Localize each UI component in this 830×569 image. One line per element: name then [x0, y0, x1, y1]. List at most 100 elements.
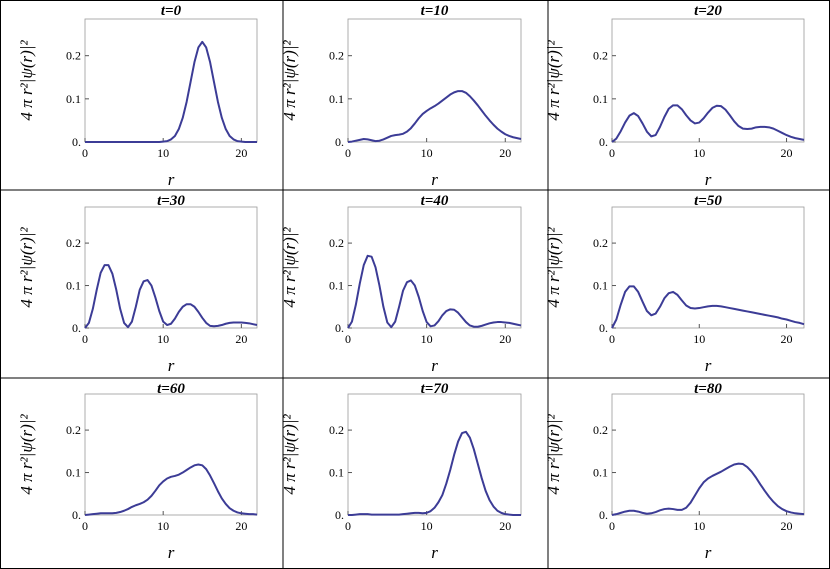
y-tick-label: 0.1 [66, 92, 81, 106]
plot-frame [84, 18, 258, 143]
y-tick-label: 0.1 [66, 279, 81, 293]
data-line [84, 463, 258, 516]
y-axis-label: 4 π r²|ψ(r)|² [544, 227, 563, 308]
x-tick-label: 20 [235, 519, 247, 533]
data-line [347, 90, 522, 143]
plot-frame [84, 206, 258, 329]
x-tick-label: 10 [157, 519, 169, 533]
y-tick-label: 0.2 [66, 423, 81, 437]
y-axis-label: 4 π r²|ψ(r)|² [280, 227, 299, 308]
y-tick-label: 0.2 [593, 423, 608, 437]
x-tick-label: 0 [609, 519, 615, 533]
x-tick-label: 10 [421, 519, 433, 533]
y-tick-label: 0. [72, 508, 81, 522]
chart-title: t=10 [421, 3, 449, 19]
y-tick-label: 0. [335, 135, 344, 149]
chart-title: t=70 [421, 381, 449, 397]
y-tick-label: 0.1 [329, 466, 344, 480]
y-tick-label: 0.1 [593, 279, 608, 293]
x-tick-label: 0 [345, 146, 351, 160]
x-tick-label: 0 [82, 146, 88, 160]
x-tick-label: 0 [345, 519, 351, 533]
y-tick-label: 0.1 [329, 279, 344, 293]
data-line [347, 254, 522, 329]
y-tick-label: 0.1 [593, 92, 608, 106]
y-tick-label: 0.1 [329, 92, 344, 106]
y-tick-label: 0.2 [593, 236, 608, 250]
plot-frame [611, 18, 805, 143]
x-axis-label: r [431, 170, 438, 189]
x-tick-label: 0 [82, 332, 88, 346]
x-tick-label: 20 [499, 519, 511, 533]
data-line [348, 430, 521, 516]
x-tick-label: 0 [345, 332, 351, 346]
plot-frame [84, 393, 258, 516]
x-tick-label: 10 [693, 146, 705, 160]
chart-title: t=40 [421, 193, 449, 209]
x-axis-label: r [431, 543, 438, 562]
y-tick-label: 0. [599, 508, 608, 522]
y-axis-label: 4 π r²|ψ(r)|² [17, 40, 36, 121]
y-tick-label: 0.1 [593, 466, 608, 480]
y-tick-label: 0.2 [329, 236, 344, 250]
x-tick-label: 10 [157, 146, 169, 160]
chart-title: t=80 [694, 381, 722, 397]
x-tick-label: 10 [693, 519, 705, 533]
x-tick-label: 20 [235, 146, 247, 160]
x-tick-label: 20 [781, 519, 793, 533]
x-axis-label: r [705, 356, 712, 375]
y-tick-label: 0. [72, 135, 81, 149]
data-line [611, 285, 805, 329]
data-line [611, 104, 805, 143]
x-tick-label: 20 [781, 146, 793, 160]
y-tick-label: 0. [599, 135, 608, 149]
x-tick-label: 10 [421, 332, 433, 346]
x-tick-label: 10 [693, 332, 705, 346]
chart-title: t=30 [157, 193, 185, 209]
plot-frame [347, 206, 522, 329]
data-line [84, 264, 258, 329]
y-tick-label: 0. [335, 321, 344, 335]
y-tick-label: 0. [72, 321, 81, 335]
plot-frame [611, 206, 805, 329]
x-tick-label: 20 [781, 332, 793, 346]
y-tick-label: 0.2 [593, 49, 608, 63]
data-line [611, 462, 805, 516]
y-axis-label: 4 π r²|ψ(r)|² [544, 414, 563, 495]
x-axis-label: r [168, 170, 175, 189]
y-tick-label: 0.2 [66, 49, 81, 63]
plot-frame [347, 393, 522, 516]
y-tick-label: 0.2 [329, 49, 344, 63]
x-tick-label: 0 [82, 519, 88, 533]
y-axis-label: 4 π r²|ψ(r)|² [17, 227, 36, 308]
plot-frame [347, 18, 522, 143]
x-axis-label: r [705, 170, 712, 189]
y-tick-label: 0.2 [329, 423, 344, 437]
plot-frame [611, 393, 805, 516]
x-tick-label: 10 [157, 332, 169, 346]
x-axis-label: r [705, 543, 712, 562]
chart-title: t=50 [694, 193, 722, 209]
x-tick-label: 10 [421, 146, 433, 160]
y-axis-label: 4 π r²|ψ(r)|² [544, 40, 563, 121]
y-axis-label: 4 π r²|ψ(r)|² [280, 40, 299, 121]
x-tick-label: 20 [235, 332, 247, 346]
x-axis-label: r [168, 543, 175, 562]
y-tick-label: 0. [599, 321, 608, 335]
chart-title: t=60 [157, 381, 185, 397]
data-line [85, 40, 257, 143]
x-tick-label: 20 [499, 146, 511, 160]
chart-title: t=0 [161, 3, 182, 19]
y-axis-label: 4 π r²|ψ(r)|² [280, 414, 299, 495]
x-axis-label: r [431, 356, 438, 375]
x-axis-label: r [168, 356, 175, 375]
x-tick-label: 20 [499, 332, 511, 346]
x-tick-label: 0 [609, 146, 615, 160]
x-tick-label: 0 [609, 332, 615, 346]
y-tick-label: 0. [335, 508, 344, 522]
y-axis-label: 4 π r²|ψ(r)|² [17, 414, 36, 495]
chart-title: t=20 [694, 3, 722, 19]
y-tick-label: 0.2 [66, 236, 81, 250]
